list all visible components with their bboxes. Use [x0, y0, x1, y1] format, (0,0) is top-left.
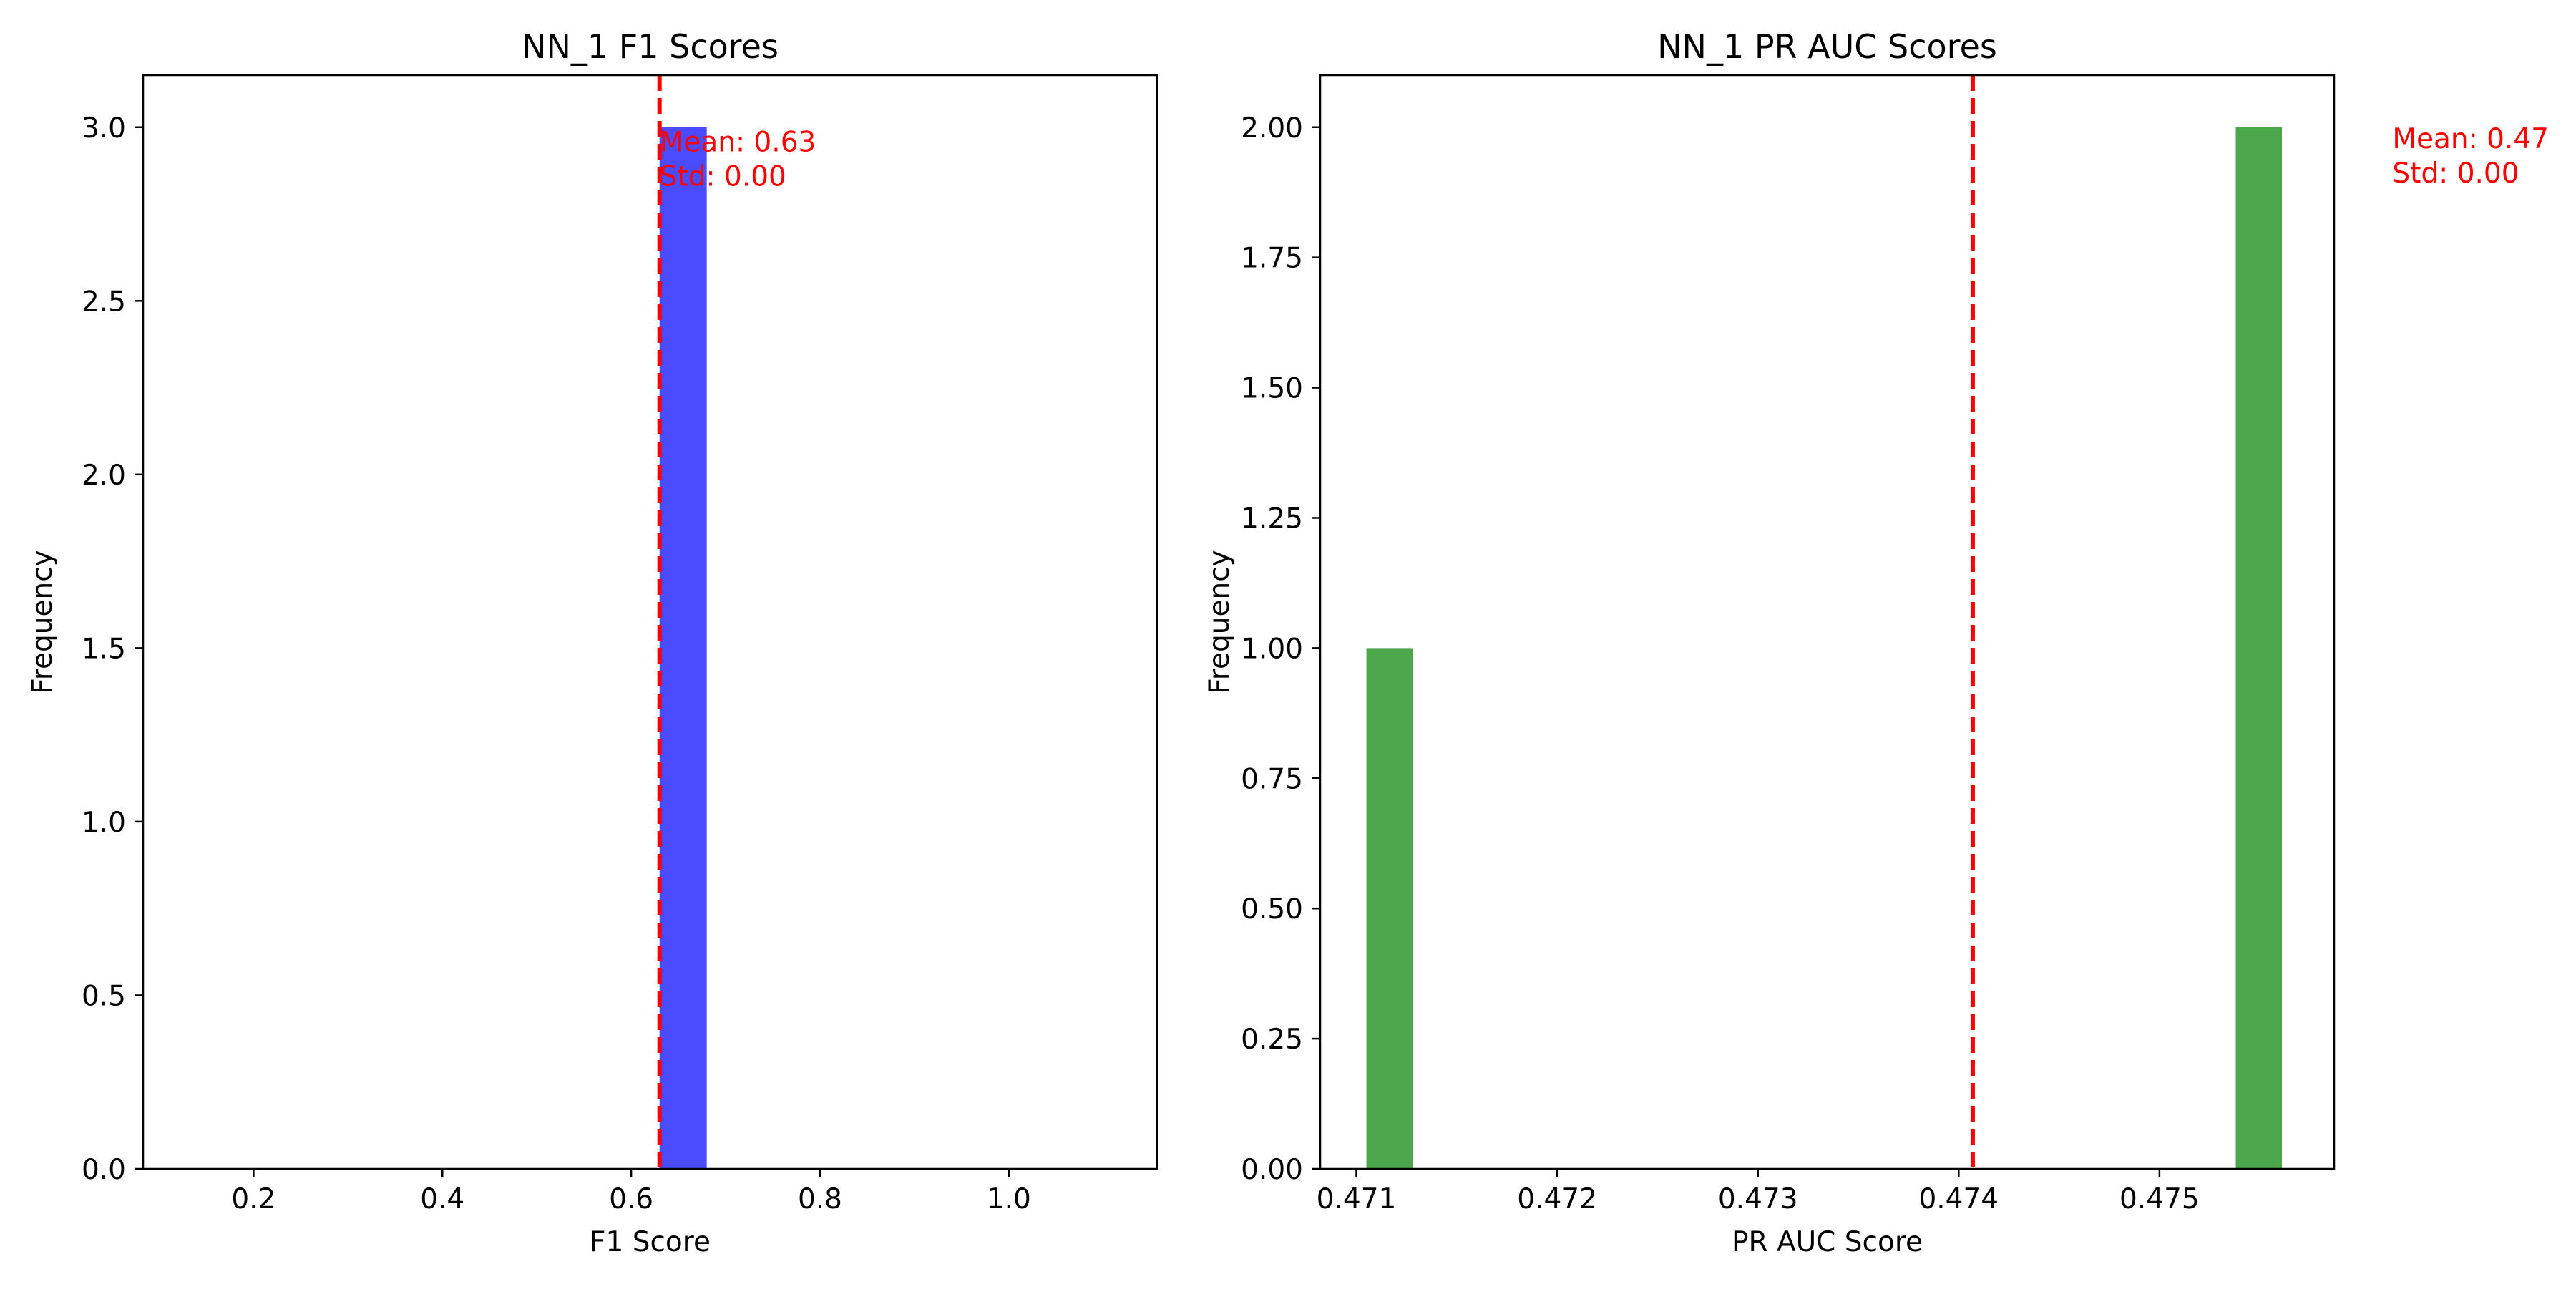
- chart-title: NN_1 PR AUC Scores: [1657, 27, 1997, 66]
- mean-annotation: Mean: 0.63: [660, 127, 816, 159]
- y-tick-label: 0.5: [82, 980, 126, 1012]
- x-tick-label: 0.2: [231, 1183, 275, 1215]
- x-tick-label: 0.472: [1517, 1183, 1597, 1215]
- y-tick-label: 2.0: [82, 460, 126, 492]
- y-tick-label: 1.25: [1241, 502, 1303, 535]
- y-axis-label: Frequency: [26, 550, 59, 694]
- histogram-bar-2: [2235, 127, 2283, 1169]
- y-tick-label: 1.50: [1241, 373, 1303, 405]
- y-tick-label: 1.0: [82, 807, 126, 839]
- y-tick-label: 1.00: [1241, 633, 1303, 665]
- x-tick-label: 0.473: [1718, 1183, 1798, 1215]
- x-tick-label: 0.4: [420, 1183, 464, 1215]
- std-annotation: Std: 0.00: [660, 161, 786, 193]
- histogram-bar-1: [659, 127, 707, 1169]
- y-tick-label: 2.5: [82, 286, 126, 318]
- y-tick-label: 1.5: [82, 633, 126, 665]
- mean-annotation: Mean: 0.47: [2392, 123, 2549, 155]
- x-tick-label: 0.471: [1317, 1183, 1397, 1215]
- histogram-bar-1: [1366, 648, 1413, 1169]
- chart-panel-1: 0.2 0.4 0.6 0.8 1.0 0.0 0.5 1.0 1.5 2.0 2.5 3.0 NN_1…: [26, 27, 1158, 1258]
- y-tick-label: 0.0: [82, 1154, 126, 1186]
- y-tick-label: 0.25: [1241, 1024, 1303, 1056]
- y-tick-label: 3.0: [82, 112, 126, 145]
- std-annotation: Std: 0.00: [2392, 157, 2519, 190]
- x-tick-label: 0.474: [1918, 1183, 1999, 1215]
- x-tick-label: 1.0: [987, 1183, 1031, 1215]
- x-axis-label: F1 Score: [590, 1226, 711, 1258]
- y-axis-label: Frequency: [1204, 550, 1236, 694]
- y-tick-label: 1.75: [1241, 243, 1303, 275]
- plot-frame: [1319, 74, 2336, 1170]
- y-tick-label: 0.50: [1241, 893, 1303, 926]
- y-tick-label: 0.75: [1241, 763, 1303, 795]
- x-tick-label: 0.475: [2119, 1183, 2200, 1215]
- x-tick-label: 0.8: [798, 1183, 842, 1215]
- y-tick-label: 2.00: [1241, 112, 1303, 145]
- chart-title: NN_1 F1 Scores: [522, 27, 779, 66]
- chart-panel-2: 0.471 0.472 0.473 0.474 0.475 0.00 0.25 0.50 0.7…: [1204, 27, 2549, 1258]
- x-axis-label: PR AUC Score: [1732, 1226, 1923, 1258]
- x-tick-label: 0.6: [609, 1183, 653, 1215]
- y-tick-label: 0.00: [1241, 1154, 1303, 1186]
- plot-frame: [142, 74, 1158, 1170]
